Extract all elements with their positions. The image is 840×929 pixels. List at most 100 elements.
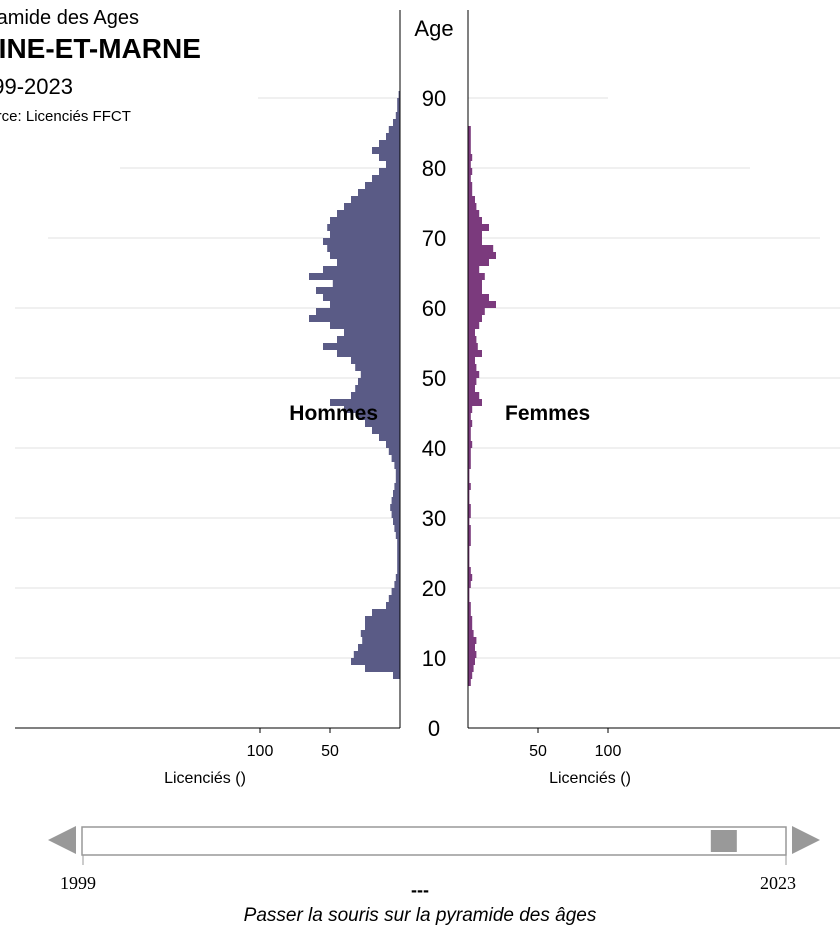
bar-femmes[interactable] [468, 308, 485, 315]
bar-femmes[interactable] [468, 168, 473, 175]
bar-femmes[interactable] [468, 567, 471, 574]
bar-hommes[interactable] [394, 462, 400, 469]
bar-femmes[interactable] [468, 364, 477, 371]
bar-femmes[interactable] [468, 196, 475, 203]
bar-femmes[interactable] [468, 301, 496, 308]
bar-femmes[interactable] [468, 252, 496, 259]
bar-femmes[interactable] [468, 266, 480, 273]
bar-femmes[interactable] [468, 357, 475, 364]
bar-femmes[interactable] [468, 427, 471, 434]
bar-hommes[interactable] [309, 315, 400, 322]
bar-hommes[interactable] [365, 182, 400, 189]
bar-femmes[interactable] [468, 539, 471, 546]
bar-femmes[interactable] [468, 679, 471, 686]
bar-hommes[interactable] [388, 595, 400, 602]
bar-femmes[interactable] [468, 385, 475, 392]
bar-hommes[interactable] [394, 581, 400, 588]
bar-hommes[interactable] [395, 112, 400, 119]
bar-hommes[interactable] [323, 294, 400, 301]
bar-hommes[interactable] [379, 168, 400, 175]
bar-femmes[interactable] [468, 574, 473, 581]
bar-hommes[interactable] [309, 273, 400, 280]
bar-femmes[interactable] [468, 133, 471, 140]
bar-hommes[interactable] [360, 371, 400, 378]
bar-femmes[interactable] [468, 182, 473, 189]
bar-femmes[interactable] [468, 490, 470, 497]
bar-femmes[interactable] [468, 322, 480, 329]
bar-femmes[interactable] [468, 476, 470, 483]
bar-femmes[interactable] [468, 399, 482, 406]
bar-femmes[interactable] [468, 259, 489, 266]
bar-hommes[interactable] [360, 630, 400, 637]
bar-femmes[interactable] [468, 644, 475, 651]
bar-femmes[interactable] [468, 546, 470, 553]
bar-femmes[interactable] [468, 602, 471, 609]
bar-femmes[interactable] [468, 217, 482, 224]
bar-hommes[interactable] [351, 392, 400, 399]
bar-hommes[interactable] [372, 427, 400, 434]
bar-hommes[interactable] [386, 602, 400, 609]
bar-hommes[interactable] [344, 406, 400, 413]
bar-femmes[interactable] [468, 588, 470, 595]
bar-hommes[interactable] [397, 560, 400, 567]
bar-femmes[interactable] [468, 637, 477, 644]
bar-femmes[interactable] [468, 140, 471, 147]
bar-hommes[interactable] [386, 133, 400, 140]
bar-hommes[interactable] [337, 350, 400, 357]
bar-femmes[interactable] [468, 273, 485, 280]
bar-hommes[interactable] [337, 259, 400, 266]
bar-hommes[interactable] [386, 161, 400, 168]
bar-femmes[interactable] [468, 238, 482, 245]
bar-hommes[interactable] [395, 532, 400, 539]
bar-hommes[interactable] [379, 434, 400, 441]
bar-hommes[interactable] [391, 511, 400, 518]
bar-femmes[interactable] [468, 371, 480, 378]
bar-hommes[interactable] [390, 504, 400, 511]
bar-femmes[interactable] [468, 623, 473, 630]
bar-hommes[interactable] [393, 518, 400, 525]
bar-hommes[interactable] [316, 308, 400, 315]
bar-hommes[interactable] [393, 672, 400, 679]
bar-hommes[interactable] [344, 329, 400, 336]
bar-femmes[interactable] [468, 658, 475, 665]
bar-hommes[interactable] [358, 378, 400, 385]
bar-hommes[interactable] [355, 385, 400, 392]
bar-hommes[interactable] [395, 574, 400, 581]
bar-hommes[interactable] [397, 539, 400, 546]
bar-femmes[interactable] [468, 469, 470, 476]
bar-hommes[interactable] [394, 525, 400, 532]
bar-hommes[interactable] [327, 245, 400, 252]
bar-femmes[interactable] [468, 532, 471, 539]
bar-femmes[interactable] [468, 189, 473, 196]
bar-hommes[interactable] [391, 588, 400, 595]
bar-hommes[interactable] [355, 364, 400, 371]
bar-femmes[interactable] [468, 231, 482, 238]
bar-hommes[interactable] [330, 231, 400, 238]
bar-femmes[interactable] [468, 616, 473, 623]
bar-hommes[interactable] [397, 567, 400, 574]
bar-hommes[interactable] [372, 609, 400, 616]
bar-hommes[interactable] [323, 238, 400, 245]
bar-hommes[interactable] [344, 203, 400, 210]
bar-hommes[interactable] [365, 616, 400, 623]
year-slider-handle[interactable] [710, 830, 737, 852]
slider-next-arrow-icon[interactable] [792, 826, 820, 854]
bar-hommes[interactable] [327, 224, 400, 231]
bar-femmes[interactable] [468, 224, 489, 231]
bar-hommes[interactable] [398, 91, 400, 98]
bar-hommes[interactable] [393, 490, 400, 497]
bar-femmes[interactable] [468, 420, 473, 427]
bar-femmes[interactable] [468, 336, 477, 343]
bar-femmes[interactable] [468, 329, 475, 336]
bar-femmes[interactable] [468, 672, 473, 679]
bar-femmes[interactable] [468, 581, 471, 588]
bar-hommes[interactable] [337, 336, 400, 343]
bar-femmes[interactable] [468, 161, 471, 168]
bar-femmes[interactable] [468, 497, 470, 504]
bar-hommes[interactable] [391, 455, 400, 462]
bar-hommes[interactable] [358, 413, 400, 420]
bar-femmes[interactable] [468, 392, 480, 399]
bar-hommes[interactable] [393, 119, 400, 126]
bar-hommes[interactable] [323, 343, 400, 350]
